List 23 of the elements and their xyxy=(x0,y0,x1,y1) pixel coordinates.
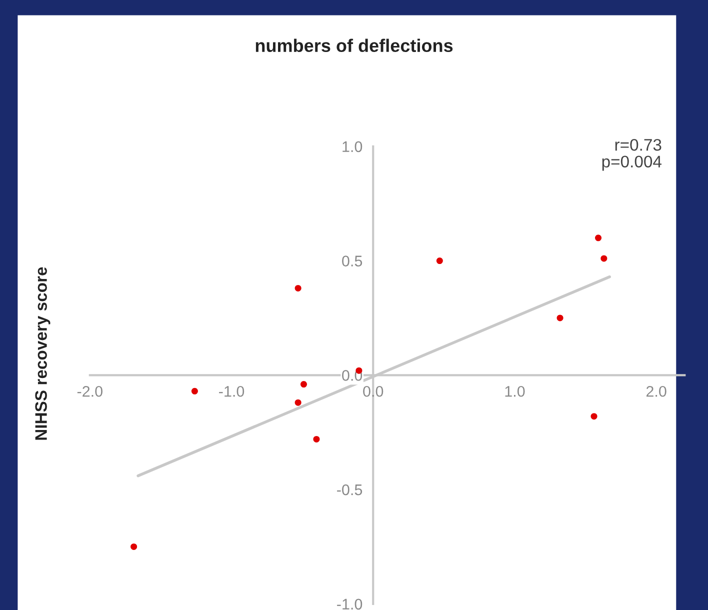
point xyxy=(313,436,320,442)
point xyxy=(595,234,602,242)
point xyxy=(294,284,302,292)
x-tick-label: -1.0 xyxy=(219,386,244,397)
y-tick-label: 1.0 xyxy=(342,141,362,152)
point xyxy=(130,543,138,550)
point xyxy=(436,258,443,264)
x-tick-label: 2.0 xyxy=(646,386,666,397)
x-tick-label: 0.0 xyxy=(363,386,384,397)
point xyxy=(294,399,302,406)
x-tick-label: -2.0 xyxy=(77,386,102,397)
y-axis-title: NIHSS recovery score xyxy=(35,267,50,440)
x-tick-label: 1.0 xyxy=(505,386,525,397)
y-tick-label: 0.5 xyxy=(342,256,362,266)
annotation: r=0.73 p=0.004 xyxy=(602,138,662,171)
point xyxy=(300,381,307,388)
y-tick-label: -0.5 xyxy=(337,484,362,496)
point xyxy=(556,314,564,322)
point xyxy=(590,413,598,420)
point xyxy=(191,388,198,394)
y-tick-label: -1.0 xyxy=(337,598,362,610)
chart-title: numbers of deflections xyxy=(256,38,453,52)
point xyxy=(600,255,608,262)
